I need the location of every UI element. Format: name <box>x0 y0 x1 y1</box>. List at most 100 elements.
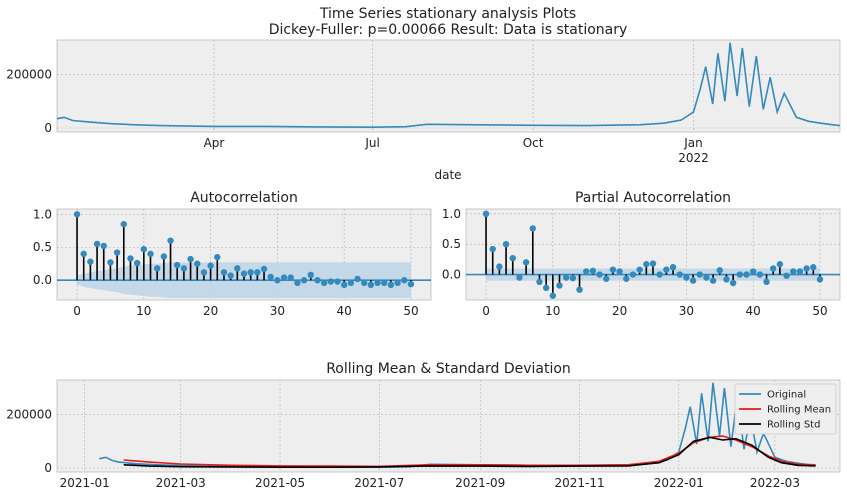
stem-marker <box>80 250 87 258</box>
x-tick-label: Oct <box>523 136 544 150</box>
stem-marker <box>496 263 503 270</box>
stem-marker <box>816 276 824 283</box>
stem-marker <box>709 277 717 284</box>
chart-title: Rolling Mean & Standard Deviation <box>326 361 571 377</box>
stem-marker <box>656 271 663 278</box>
y-tick-label: 0 <box>44 121 52 135</box>
stem-marker <box>516 274 523 281</box>
rolling-std-line <box>123 436 816 469</box>
stem-marker <box>300 277 308 284</box>
stem-marker <box>536 278 543 285</box>
x-tick-label: 2021-03 <box>156 476 206 490</box>
legend: Original Rolling Mean Rolling Std <box>734 383 837 435</box>
stem-marker <box>716 267 723 274</box>
stem-marker <box>347 279 355 287</box>
stem-marker <box>522 259 530 266</box>
legend-label: Original <box>767 390 806 401</box>
stem-marker <box>790 268 797 275</box>
x-axis-label: date <box>434 168 461 182</box>
stem-marker <box>629 271 637 278</box>
y-tick-label: 0.0 <box>33 273 52 287</box>
stem-marker <box>729 279 737 287</box>
stem-marker <box>542 284 550 292</box>
stem-marker <box>354 275 361 283</box>
stem-marker <box>703 274 710 281</box>
stem-marker <box>387 281 395 289</box>
stem-marker <box>407 280 415 288</box>
x-tick-label: 10 <box>136 304 151 318</box>
stem-marker <box>783 272 790 279</box>
stem-marker <box>743 271 750 278</box>
legend-box <box>734 383 837 435</box>
stem-marker <box>234 265 241 272</box>
y-tick-label: 1.0 <box>442 207 461 221</box>
stem-marker <box>489 245 496 253</box>
y-tick-label: 200000 <box>6 408 52 422</box>
y-tick-label: 1.0 <box>33 207 52 221</box>
stem-marker <box>287 274 294 281</box>
series-line <box>56 42 841 129</box>
stem-marker <box>294 279 301 287</box>
stem-marker <box>723 276 730 283</box>
stem-marker <box>603 275 610 282</box>
stem-marker <box>616 268 623 275</box>
stem-marker <box>340 281 348 289</box>
stem-marker <box>529 225 536 232</box>
stem-marker <box>643 261 650 268</box>
stem-marker <box>763 278 770 285</box>
y-tick-label: 0 <box>44 461 52 475</box>
plot-area <box>465 208 841 301</box>
stem-marker <box>736 271 744 278</box>
legend-label: Rolling Mean <box>767 405 831 416</box>
x-tick-label: 20 <box>612 304 627 318</box>
x-tick-sublabel: 2022 <box>678 151 709 165</box>
stem-marker <box>810 264 817 271</box>
stem-marker <box>100 242 107 250</box>
stem-marker <box>180 265 188 272</box>
stem-marker <box>334 278 341 285</box>
y-tick-label: 0.0 <box>442 268 461 282</box>
stem-marker <box>676 271 683 278</box>
stem-marker <box>187 255 194 263</box>
stem-marker <box>93 240 101 248</box>
stem-marker <box>401 277 408 284</box>
x-tick-label: 30 <box>679 304 694 318</box>
x-tick-label: 20 <box>203 304 218 318</box>
stem-marker <box>583 268 590 275</box>
x-tick-label: 50 <box>812 304 827 318</box>
stem-marker <box>803 265 810 272</box>
x-tick-label: Jan <box>683 136 703 150</box>
x-tick-label: 2021-11 <box>554 476 604 490</box>
pacf-chart: Partial Autocorrelation 0 10 20 30 40 50 0.0 0.5… <box>442 190 841 318</box>
stem-marker <box>127 255 134 262</box>
stem-marker <box>133 259 141 267</box>
x-tick-label: 2021-05 <box>255 476 305 490</box>
plot-area <box>56 379 841 473</box>
stem-marker <box>254 269 261 276</box>
x-tick-label: 30 <box>270 304 285 318</box>
x-tick-label: 0 <box>482 304 490 318</box>
stem-marker <box>113 249 121 256</box>
stem-marker <box>174 261 181 269</box>
stem-marker <box>776 261 784 268</box>
stem-marker <box>663 266 670 273</box>
stem-marker <box>267 273 274 281</box>
x-tick-label: 50 <box>403 304 418 318</box>
figure-subtitle: Dickey-Fuller: p=0.00066 Result: Data is… <box>269 22 628 38</box>
stem-marker <box>73 211 81 218</box>
stem-marker <box>669 264 677 271</box>
stem-marker <box>240 270 248 277</box>
stem-marker <box>689 277 697 284</box>
stem-marker <box>374 279 381 287</box>
stem-marker <box>314 277 321 284</box>
stem-marker <box>327 278 335 285</box>
y-tick-label: 0.5 <box>33 240 52 254</box>
stem-marker <box>153 265 161 272</box>
figure-title: Time Series stationary analysis Plots <box>319 6 576 22</box>
stem-marker <box>623 275 630 282</box>
stem-marker <box>107 259 114 266</box>
stem-marker <box>274 277 281 284</box>
stem-marker <box>320 279 328 287</box>
stem-marker <box>280 274 288 281</box>
